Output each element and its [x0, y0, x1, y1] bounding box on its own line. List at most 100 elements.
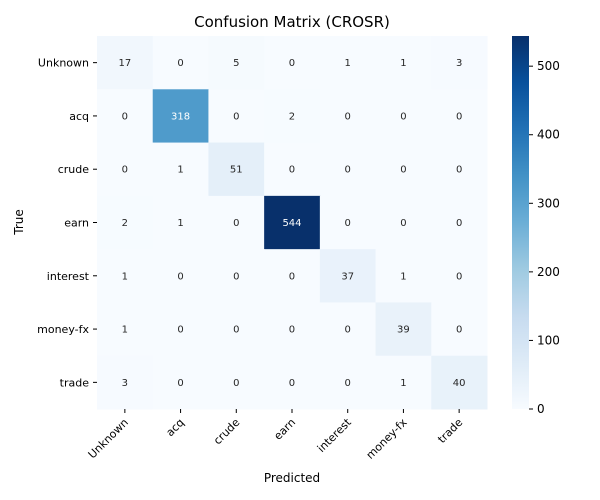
colorbar-tick-label: 500	[537, 59, 560, 73]
colorbar-tick-label: 400	[537, 128, 560, 142]
cell-value-label: 0	[289, 378, 295, 389]
heatmap-cell	[431, 195, 488, 250]
x-tick-label: crude	[211, 416, 242, 447]
cell-value-label: 0	[345, 218, 351, 229]
x-tick-label: acq	[164, 416, 187, 439]
heatmap-cell	[375, 355, 432, 410]
heatmap-cell	[375, 249, 432, 303]
cell-value-label: 0	[233, 271, 239, 282]
heatmap-cell	[152, 195, 209, 250]
heatmap-cell	[97, 195, 154, 250]
heatmap-cell	[431, 302, 488, 357]
cell-value-label: 3	[456, 58, 462, 69]
cell-value-label: 0	[177, 271, 183, 282]
cell-value-label: 2	[122, 218, 128, 229]
heatmap-cell	[152, 249, 209, 303]
heatmap-cell	[264, 89, 321, 144]
cell-value-label: 0	[456, 165, 462, 176]
cell-value-label: 3	[122, 378, 128, 389]
cell-value-label: 0	[400, 165, 406, 176]
cell-value-label: 544	[282, 218, 301, 229]
heatmap-cell	[152, 142, 209, 197]
heatmap-cell	[97, 36, 154, 90]
heatmap-grid: 17 0 5 0 1 1 3 0 318 0 2 0 0 0 0 1 51 0 0 0 0 2 1 0 544 0 0 0 1 0 0 0 37…	[97, 36, 488, 410]
cell-value-label: 51	[230, 165, 243, 176]
heatmap-cell	[208, 355, 265, 410]
cell-value-label: 0	[233, 111, 239, 122]
y-tick-label: Unknown	[38, 57, 89, 70]
colorbar	[512, 36, 529, 409]
cell-value-label: 1	[122, 271, 128, 282]
cell-value-label: 5	[233, 58, 239, 69]
heatmap-cell	[208, 249, 265, 303]
x-axis-label: Predicted	[264, 471, 320, 485]
heatmap-cell	[431, 36, 488, 90]
heatmap-cell	[264, 142, 321, 197]
heatmap-cell	[319, 302, 377, 357]
heatmap-cell	[375, 195, 432, 250]
cell-value-label: 0	[400, 111, 406, 122]
heatmap-cell	[431, 249, 488, 303]
heatmap-cell	[431, 355, 488, 410]
colorbar-tick-label: 0	[537, 402, 545, 416]
heatmap-cell	[97, 142, 154, 197]
cell-value-label: 0	[289, 165, 295, 176]
cell-value-label: 0	[456, 325, 462, 336]
x-tick-label: trade	[435, 416, 465, 446]
heatmap-cell	[208, 89, 265, 144]
cell-value-label: 0	[177, 378, 183, 389]
heatmap-cell	[97, 302, 154, 357]
heatmap-cell	[264, 195, 321, 250]
cell-value-label: 0	[122, 111, 128, 122]
cell-value-label: 17	[118, 58, 131, 69]
heatmap-cell	[375, 36, 432, 90]
cell-value-label: 318	[171, 111, 190, 122]
heatmap-cell	[97, 89, 154, 144]
cell-value-label: 1	[400, 378, 406, 389]
x-tick-label: earn	[271, 416, 298, 443]
cell-value-label: 0	[289, 58, 295, 69]
cell-value-label: 37	[341, 271, 354, 282]
heatmap-cell	[375, 89, 432, 144]
cell-value-label: 2	[289, 111, 295, 122]
heatmap-cell	[152, 355, 209, 410]
heatmap-cell	[319, 36, 377, 90]
cell-value-label: 1	[400, 58, 406, 69]
heatmap-cell	[319, 249, 377, 303]
colorbar-tick-label: 300	[537, 196, 560, 210]
heatmap-cell	[208, 142, 265, 197]
heatmap-cell	[375, 142, 432, 197]
cell-value-label: 1	[122, 325, 128, 336]
heatmap-cell	[264, 302, 321, 357]
x-tick-label: Unknown	[86, 416, 131, 461]
heatmap-cell	[431, 142, 488, 197]
y-tick-label: interest	[47, 270, 90, 283]
y-tick-label: acq	[69, 110, 89, 123]
cell-value-label: 0	[345, 325, 351, 336]
cell-value-label: 0	[456, 271, 462, 282]
y-axis-ticks: Unknown acq crude earn interest money-fx trade	[37, 57, 97, 389]
heatmap-cell	[319, 89, 377, 144]
cell-value-label: 0	[456, 111, 462, 122]
cell-value-label: 0	[289, 325, 295, 336]
heatmap-cell	[152, 36, 209, 90]
cell-value-label: 0	[122, 165, 128, 176]
colorbar-tick-label: 100	[537, 333, 560, 347]
heatmap-cell	[208, 302, 265, 357]
heatmap-cell	[431, 89, 488, 144]
cell-value-label: 0	[233, 218, 239, 229]
heatmap-cell	[319, 195, 377, 250]
heatmap-cell	[152, 302, 209, 357]
y-tick-label: crude	[58, 163, 90, 176]
cell-value-label: 1	[400, 271, 406, 282]
heatmap-cell	[97, 249, 154, 303]
cell-value-label: 0	[345, 165, 351, 176]
colorbar-tick-label: 200	[537, 265, 560, 279]
cell-value-label: 0	[177, 325, 183, 336]
heatmap-cell	[319, 142, 377, 197]
cell-value-label: 0	[289, 271, 295, 282]
heatmap-cell	[97, 355, 154, 410]
cell-value-label: 0	[400, 218, 406, 229]
heatmap-cell	[264, 249, 321, 303]
cell-value-label: 0	[177, 58, 183, 69]
